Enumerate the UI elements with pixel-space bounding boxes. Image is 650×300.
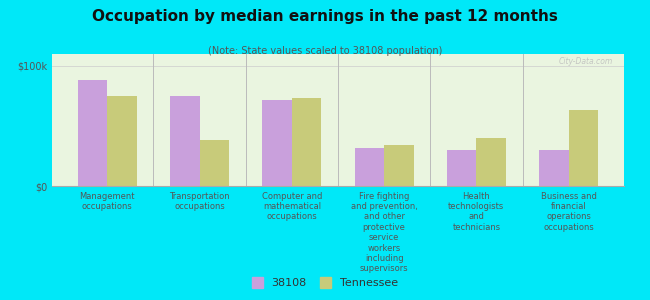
- Text: Occupation by median earnings in the past 12 months: Occupation by median earnings in the pas…: [92, 9, 558, 24]
- Legend: 38108, Tennessee: 38108, Tennessee: [248, 273, 402, 291]
- Bar: [292, 98, 321, 186]
- Bar: [200, 140, 229, 186]
- Bar: [78, 80, 107, 186]
- Bar: [476, 138, 506, 186]
- Bar: [384, 145, 413, 186]
- Bar: [447, 150, 476, 186]
- Text: City-Data.com: City-Data.com: [558, 57, 612, 66]
- Bar: [263, 100, 292, 186]
- Bar: [355, 148, 384, 186]
- Bar: [170, 96, 200, 186]
- Text: (Note: State values scaled to 38108 population): (Note: State values scaled to 38108 popu…: [208, 46, 442, 56]
- Bar: [539, 150, 569, 186]
- Bar: [107, 96, 137, 186]
- Bar: [569, 110, 598, 186]
